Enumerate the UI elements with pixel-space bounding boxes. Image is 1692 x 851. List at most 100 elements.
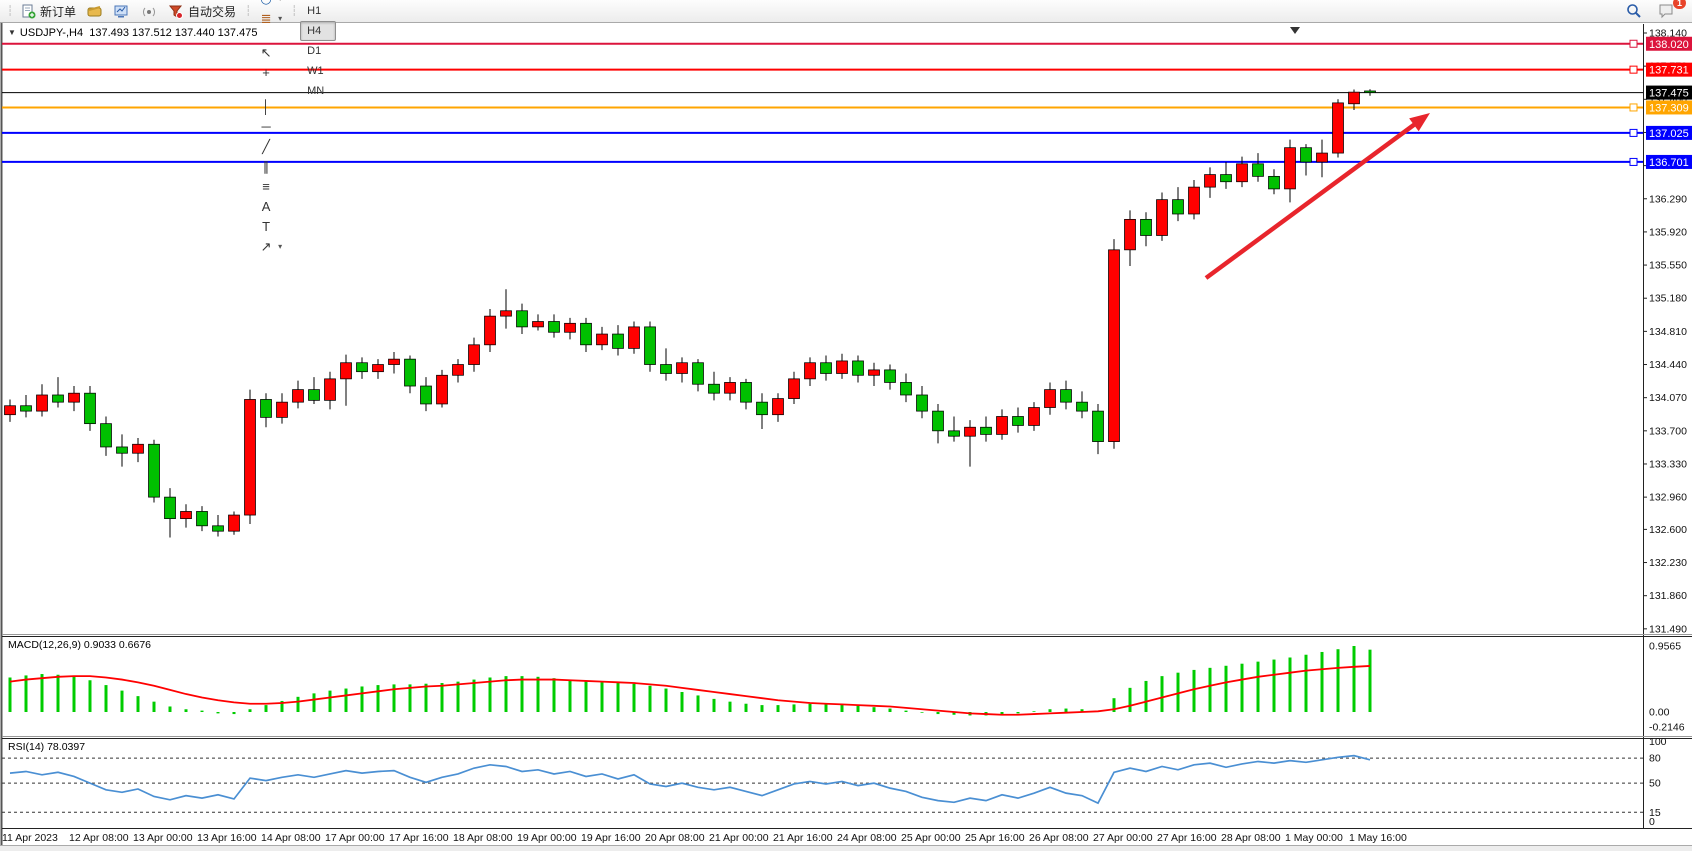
svg-text:135.920: 135.920 xyxy=(1649,226,1687,238)
svg-text:137.731: 137.731 xyxy=(1649,65,1689,77)
templates-button[interactable]: ≣ ▾ xyxy=(254,8,287,28)
horizontal-line-button[interactable]: ─ xyxy=(254,116,287,136)
timeframe-h1-button[interactable]: H1 xyxy=(307,5,322,17)
fibonacci-icon: ≡ xyxy=(262,178,270,194)
periods-button[interactable]: ◷▾ xyxy=(254,0,287,8)
svg-text:13 Apr 16:00: 13 Apr 16:00 xyxy=(197,832,257,844)
svg-text:1 May 00:00: 1 May 00:00 xyxy=(1285,832,1343,844)
timeframe-d1-button[interactable]: D1 xyxy=(307,45,322,57)
svg-text:18 Apr 08:00: 18 Apr 08:00 xyxy=(453,832,513,844)
timeframe-h4-button[interactable]: H4 xyxy=(300,21,336,41)
svg-text:138.140: 138.140 xyxy=(1649,28,1687,40)
toolbar-grip: ┆ xyxy=(7,5,13,17)
equidistant-channel-icon: ∥ xyxy=(262,158,270,174)
svg-text:24 Apr 08:00: 24 Apr 08:00 xyxy=(837,832,897,844)
vertical-line-icon: │ xyxy=(262,98,271,114)
chart-symbol-period: USDJPY-,H4 xyxy=(19,27,84,39)
cursor-icon: ↖ xyxy=(260,44,272,60)
svg-text:131.860: 131.860 xyxy=(1649,590,1687,602)
svg-text:17 Apr 16:00: 17 Apr 16:00 xyxy=(389,832,449,844)
chart-ohlc-values: 137.493 137.512 137.440 137.475 xyxy=(89,27,258,39)
new-order-label: 新订单 xyxy=(40,4,77,19)
chevron-down-icon: ▾ xyxy=(278,241,283,251)
signals-icon xyxy=(143,7,156,16)
svg-text:20 Apr 08:00: 20 Apr 08:00 xyxy=(645,832,705,844)
trendline-button[interactable]: ╱ xyxy=(254,136,287,156)
chevron-down-icon: ▾ xyxy=(278,13,283,23)
svg-text:137.025: 137.025 xyxy=(1649,128,1689,140)
auto-trading-label: 自动交易 xyxy=(188,4,237,19)
new-order-icon xyxy=(22,4,36,18)
svg-text:12 Apr 08:00: 12 Apr 08:00 xyxy=(69,832,129,844)
rsi-label: RSI(14) 78.0397 xyxy=(8,741,86,753)
svg-text:136.290: 136.290 xyxy=(1649,193,1687,205)
svg-text:0.9565: 0.9565 xyxy=(1649,641,1681,653)
search-icon xyxy=(1627,4,1641,18)
text-label-button[interactable]: T xyxy=(254,216,287,236)
svg-text:25 Apr 00:00: 25 Apr 00:00 xyxy=(901,832,961,844)
crosshair-icon: + xyxy=(262,64,270,80)
signals-button[interactable] xyxy=(136,1,162,21)
equidistant-channel-button[interactable]: ∥ xyxy=(254,156,287,176)
svg-text:21 Apr 16:00: 21 Apr 16:00 xyxy=(773,832,833,844)
svg-text:0.00: 0.00 xyxy=(1649,707,1670,719)
search-button[interactable] xyxy=(1621,1,1647,21)
toolbar-grip: ┆ xyxy=(291,5,297,17)
svg-text:26 Apr 08:00: 26 Apr 08:00 xyxy=(1029,832,1089,844)
arrows-button[interactable]: ↗ ▾ xyxy=(254,236,287,256)
fibonacci-button[interactable]: ≡ xyxy=(254,176,287,196)
toolbar: ┆ 新订单 xyxy=(0,0,1692,253)
svg-text:27 Apr 00:00: 27 Apr 00:00 xyxy=(1093,832,1153,844)
text-button[interactable]: A xyxy=(254,196,287,216)
svg-text:1 May 16:00: 1 May 16:00 xyxy=(1349,832,1407,844)
text-icon: A xyxy=(261,198,271,214)
svg-text:0: 0 xyxy=(1649,816,1655,828)
svg-text:28 Apr 08:00: 28 Apr 08:00 xyxy=(1221,832,1281,844)
notification-badge: 1 xyxy=(1672,0,1686,9)
timeframe-w1-button[interactable]: W1 xyxy=(307,65,324,77)
svg-text:100: 100 xyxy=(1649,736,1667,748)
svg-text:134.810: 134.810 xyxy=(1649,326,1687,338)
svg-text:132.960: 132.960 xyxy=(1649,492,1687,504)
vertical-line-button[interactable]: │ xyxy=(254,96,287,116)
auto-trading-button[interactable]: 自动交易 xyxy=(163,1,241,21)
cursor-button[interactable]: ↖ xyxy=(254,42,287,62)
publish-icon xyxy=(114,5,128,17)
svg-text:134.440: 134.440 xyxy=(1649,359,1687,371)
chat-icon xyxy=(1659,4,1673,19)
chat-button[interactable]: 1 xyxy=(1653,0,1686,21)
chevron-down-icon: ▾ xyxy=(278,0,282,3)
chart-title[interactable]: ▼ USDJPY-,H4 137.493 137.512 137.440 137.… xyxy=(8,27,257,39)
svg-text:80: 80 xyxy=(1649,753,1661,765)
wallet-button[interactable] xyxy=(82,1,108,21)
wallet-icon xyxy=(87,5,102,16)
svg-text:13 Apr 00:00: 13 Apr 00:00 xyxy=(133,832,193,844)
chevron-down-icon: ▼ xyxy=(8,28,16,37)
svg-text:19 Apr 00:00: 19 Apr 00:00 xyxy=(517,832,577,844)
svg-text:134.070: 134.070 xyxy=(1649,392,1687,404)
svg-text:132.230: 132.230 xyxy=(1649,557,1687,569)
horizontal-line-icon: ─ xyxy=(261,118,271,134)
svg-text:-0.2146: -0.2146 xyxy=(1649,721,1685,733)
svg-text:138.020: 138.020 xyxy=(1649,39,1689,51)
crosshair-button[interactable]: + xyxy=(254,62,287,82)
svg-text:137.309: 137.309 xyxy=(1649,102,1689,114)
svg-text:27 Apr 16:00: 27 Apr 16:00 xyxy=(1157,832,1217,844)
toolbar-grip: ┆ xyxy=(245,5,251,17)
text-label-icon: T xyxy=(262,218,271,234)
svg-text:19 Apr 16:00: 19 Apr 16:00 xyxy=(581,832,641,844)
templates-icon: ≣ xyxy=(260,10,272,26)
publish-button[interactable] xyxy=(109,1,135,21)
svg-text:136.701: 136.701 xyxy=(1649,157,1689,169)
auto-trading-icon xyxy=(169,5,184,19)
periods-icon: ◷ xyxy=(259,0,273,5)
svg-text:25 Apr 16:00: 25 Apr 16:00 xyxy=(965,832,1025,844)
svg-text:14 Apr 08:00: 14 Apr 08:00 xyxy=(261,832,321,844)
svg-text:11 Apr 2023: 11 Apr 2023 xyxy=(2,832,58,844)
timeframe-mn-button[interactable]: MN xyxy=(307,85,325,97)
svg-text:17 Apr 00:00: 17 Apr 00:00 xyxy=(325,832,385,844)
new-order-button[interactable]: 新订单 xyxy=(16,1,81,21)
svg-text:132.600: 132.600 xyxy=(1649,524,1687,536)
svg-text:137.475: 137.475 xyxy=(1649,88,1689,100)
